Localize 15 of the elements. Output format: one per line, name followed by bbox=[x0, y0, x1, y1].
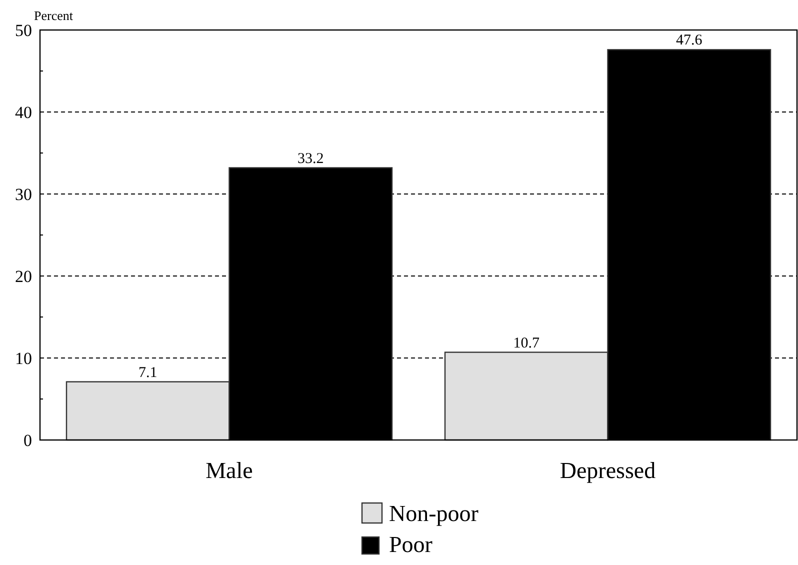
x-tick-label: Depressed bbox=[560, 458, 656, 483]
y-axis-title: Percent bbox=[34, 8, 74, 23]
y-tick-label: 20 bbox=[15, 266, 32, 286]
y-tick-label: 0 bbox=[24, 430, 32, 450]
legend-label: Non-poor bbox=[389, 501, 479, 526]
y-tick-label: 40 bbox=[15, 102, 32, 122]
data-label: 7.1 bbox=[138, 364, 158, 381]
data-label: 33.2 bbox=[298, 150, 324, 167]
data-label: 47.6 bbox=[676, 32, 703, 49]
y-tick-label: 10 bbox=[15, 348, 32, 368]
y-tick-label: 30 bbox=[15, 184, 32, 204]
x-tick-label: Male bbox=[206, 458, 253, 483]
legend-label: Poor bbox=[389, 532, 433, 558]
y-tick-label: 50 bbox=[15, 20, 32, 40]
data-label: 10.7 bbox=[513, 335, 540, 352]
